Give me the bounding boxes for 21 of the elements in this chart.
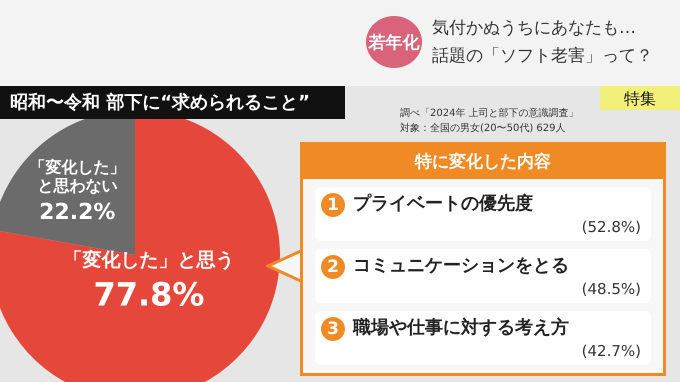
text: 気付かぬうちにあなたも… — [432, 17, 636, 39]
chart-title: 昭和〜令和 部下に“求められること” — [0, 86, 345, 119]
data-label: 22.2% — [39, 200, 116, 226]
slice-label: 「変化した」と思う — [63, 249, 234, 272]
slice-label: 「変化した」と思わない — [29, 158, 126, 196]
category-label: 職場や仕事に対する考え方 — [353, 316, 569, 339]
text: (52.8%) — [582, 218, 641, 236]
text: (48.5%) — [582, 280, 641, 298]
text: 2 — [321, 255, 345, 279]
text: 対象：全国の男女(20〜50代) 629人 — [400, 122, 566, 135]
text: 調べ「2024年 上司と部下の意識調査」 — [400, 106, 579, 120]
text: 話題の「ソフト老害」って？ — [432, 45, 653, 67]
text: 特に変化した内容 — [303, 145, 663, 179]
category-label: コミュニケーションをとる — [353, 254, 569, 277]
data-label: 77.8% — [93, 275, 204, 314]
category-label: プライベートの優先度 — [353, 192, 533, 215]
text: 1 — [321, 193, 345, 217]
text: (42.7%) — [582, 342, 641, 360]
text: 若年化 — [366, 16, 422, 68]
text: 特集 — [624, 89, 656, 110]
text: 3 — [321, 317, 345, 341]
